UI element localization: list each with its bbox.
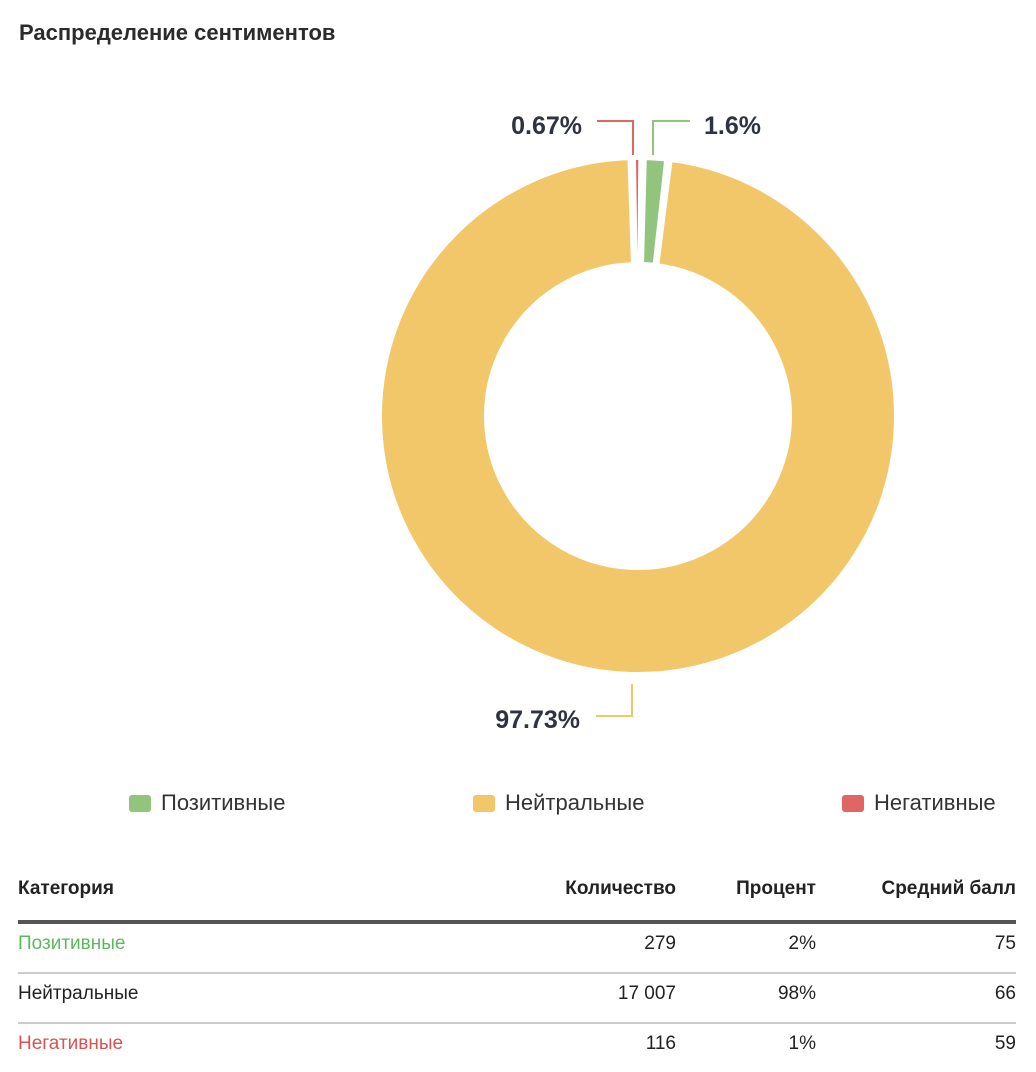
legend-item-neutral[interactable]: Нейтральные bbox=[473, 790, 644, 816]
header-percent: Процент bbox=[676, 870, 816, 924]
data-label: 1.6% bbox=[704, 112, 761, 140]
cell-avg-score: 75 bbox=[816, 922, 1016, 974]
legend-swatch bbox=[473, 794, 495, 812]
data-label: 97.73% bbox=[495, 706, 580, 734]
chart-title: Распределение сентиментов bbox=[19, 20, 336, 45]
cell-avg-score: 59 bbox=[994, 1033, 1016, 1054]
cell-percent: 1% bbox=[788, 1033, 816, 1054]
legend-item-positive[interactable]: Позитивные bbox=[129, 790, 285, 816]
legend-label: Негативные bbox=[874, 790, 996, 815]
cell-avg-score: 66 bbox=[816, 973, 1016, 1024]
table-row: Негативные 116 1% 59 bbox=[18, 1023, 1016, 1072]
legend-item-negative[interactable]: Негативные bbox=[842, 790, 996, 816]
cell-count: 17 007 bbox=[516, 973, 676, 1024]
leader-line bbox=[596, 684, 633, 717]
header-category: Категория bbox=[18, 870, 516, 924]
table-row: Позитивные 279 2% 75 bbox=[18, 922, 1016, 974]
cell-percent: 98% bbox=[676, 973, 816, 1024]
table-row: Нейтральные 17 007 98% 66 bbox=[18, 973, 1016, 1024]
donut-chart: 0.67% 1.6% 97.73% bbox=[378, 112, 899, 734]
legend-swatch bbox=[842, 794, 864, 812]
cell-count: 116 bbox=[645, 1033, 676, 1054]
sentiment-table: Категория Количество Процент Средний бал… bbox=[18, 870, 1016, 1072]
cell-category: Нейтральные bbox=[18, 973, 516, 1024]
legend-label: Позитивные bbox=[161, 790, 286, 815]
cell-category: Негативные bbox=[18, 1033, 124, 1054]
slice-0[interactable] bbox=[631, 156, 643, 267]
leader-line bbox=[597, 120, 634, 155]
slice-1[interactable] bbox=[640, 156, 669, 267]
cell-percent: 2% bbox=[676, 922, 816, 974]
leader-line bbox=[652, 120, 690, 155]
legend-label: Нейтральные bbox=[505, 790, 645, 815]
data-label: 0.67% bbox=[511, 112, 582, 140]
legend-swatch bbox=[129, 794, 151, 812]
header-avg-score: Средний балл bbox=[816, 870, 1016, 924]
cell-count: 279 bbox=[516, 922, 676, 974]
header-count: Количество bbox=[516, 870, 676, 924]
cell-category: Позитивные bbox=[18, 922, 516, 974]
slice-2[interactable] bbox=[378, 156, 899, 676]
